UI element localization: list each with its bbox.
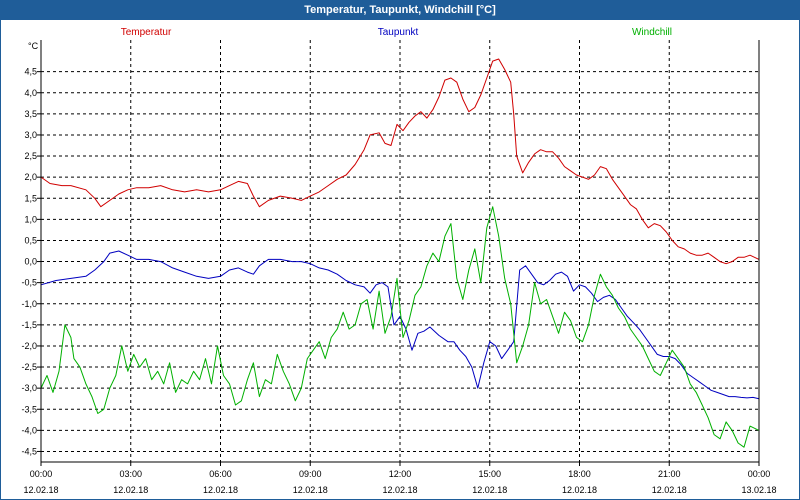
y-tick-label: -1,0 — [21, 299, 37, 309]
legend-temperatur: Temperatur — [121, 27, 172, 38]
grid — [41, 40, 759, 462]
y-tick-label: 4,0 — [24, 88, 37, 98]
y-tick-label: -4,0 — [21, 425, 37, 435]
y-tick-label: -0,5 — [21, 278, 37, 288]
y-tick-label: -2,5 — [21, 362, 37, 372]
x-tick-time: 00:00 — [748, 469, 771, 479]
legend-windchill: Windchill — [632, 27, 672, 38]
y-tick-label: 1,0 — [24, 214, 37, 224]
y-tick-label: 3,0 — [24, 130, 37, 140]
y-tick-label: 1,5 — [24, 193, 37, 203]
x-tick-time: 15:00 — [478, 469, 501, 479]
x-tick-time: 06:00 — [209, 469, 232, 479]
y-tick-label: -2,0 — [21, 341, 37, 351]
y-axis-unit: °C — [28, 41, 39, 51]
series-lines — [40, 58, 760, 448]
y-tick-label: 0,5 — [24, 235, 37, 245]
x-tick-time: 03:00 — [119, 469, 142, 479]
y-tick-label: 2,0 — [24, 172, 37, 182]
x-tick-date: 12.02.18 — [652, 485, 687, 495]
y-tick-label: 4,5 — [24, 67, 37, 77]
x-tick-time: 21:00 — [658, 469, 681, 479]
x-tick-date: 12.02.18 — [382, 485, 417, 495]
y-tick-label: -4,5 — [21, 446, 37, 456]
y-tick-label: 2,5 — [24, 151, 37, 161]
series-line-temperatur — [40, 58, 760, 265]
series-line-taupunkt — [40, 250, 760, 400]
x-tick-date: 12.02.18 — [23, 485, 58, 495]
x-tick-date: 12.02.18 — [293, 485, 328, 495]
x-tick-time: 00:00 — [30, 469, 53, 479]
window-title: Temperatur, Taupunkt, Windchill [°C] — [1, 1, 799, 20]
x-tick-date: 12.02.18 — [472, 485, 507, 495]
x-tick-time: 18:00 — [568, 469, 591, 479]
y-tick-label: -1,5 — [21, 320, 37, 330]
legend-taupunkt: Taupunkt — [378, 27, 419, 38]
y-tick-label: 3,5 — [24, 109, 37, 119]
y-tick-label: 0,0 — [24, 257, 37, 267]
x-tick-date: 12.02.18 — [203, 485, 238, 495]
series-line-windchill — [40, 206, 760, 448]
x-tick-date: 12.02.18 — [562, 485, 597, 495]
x-tick-date: 12.02.18 — [113, 485, 148, 495]
axes: 4,5 4,0 3,5 3,0 2,5 2,0 1,5 1,0 0,5 0,0 -0,5 -1,0 -1… — [21, 40, 777, 495]
x-tick-time: 09:00 — [299, 469, 322, 479]
x-tick-date: 13.02.18 — [741, 485, 776, 495]
x-tick-time: 12:00 — [389, 469, 412, 479]
y-tick-label: -3,5 — [21, 404, 37, 414]
y-tick-label: -3,0 — [21, 383, 37, 393]
